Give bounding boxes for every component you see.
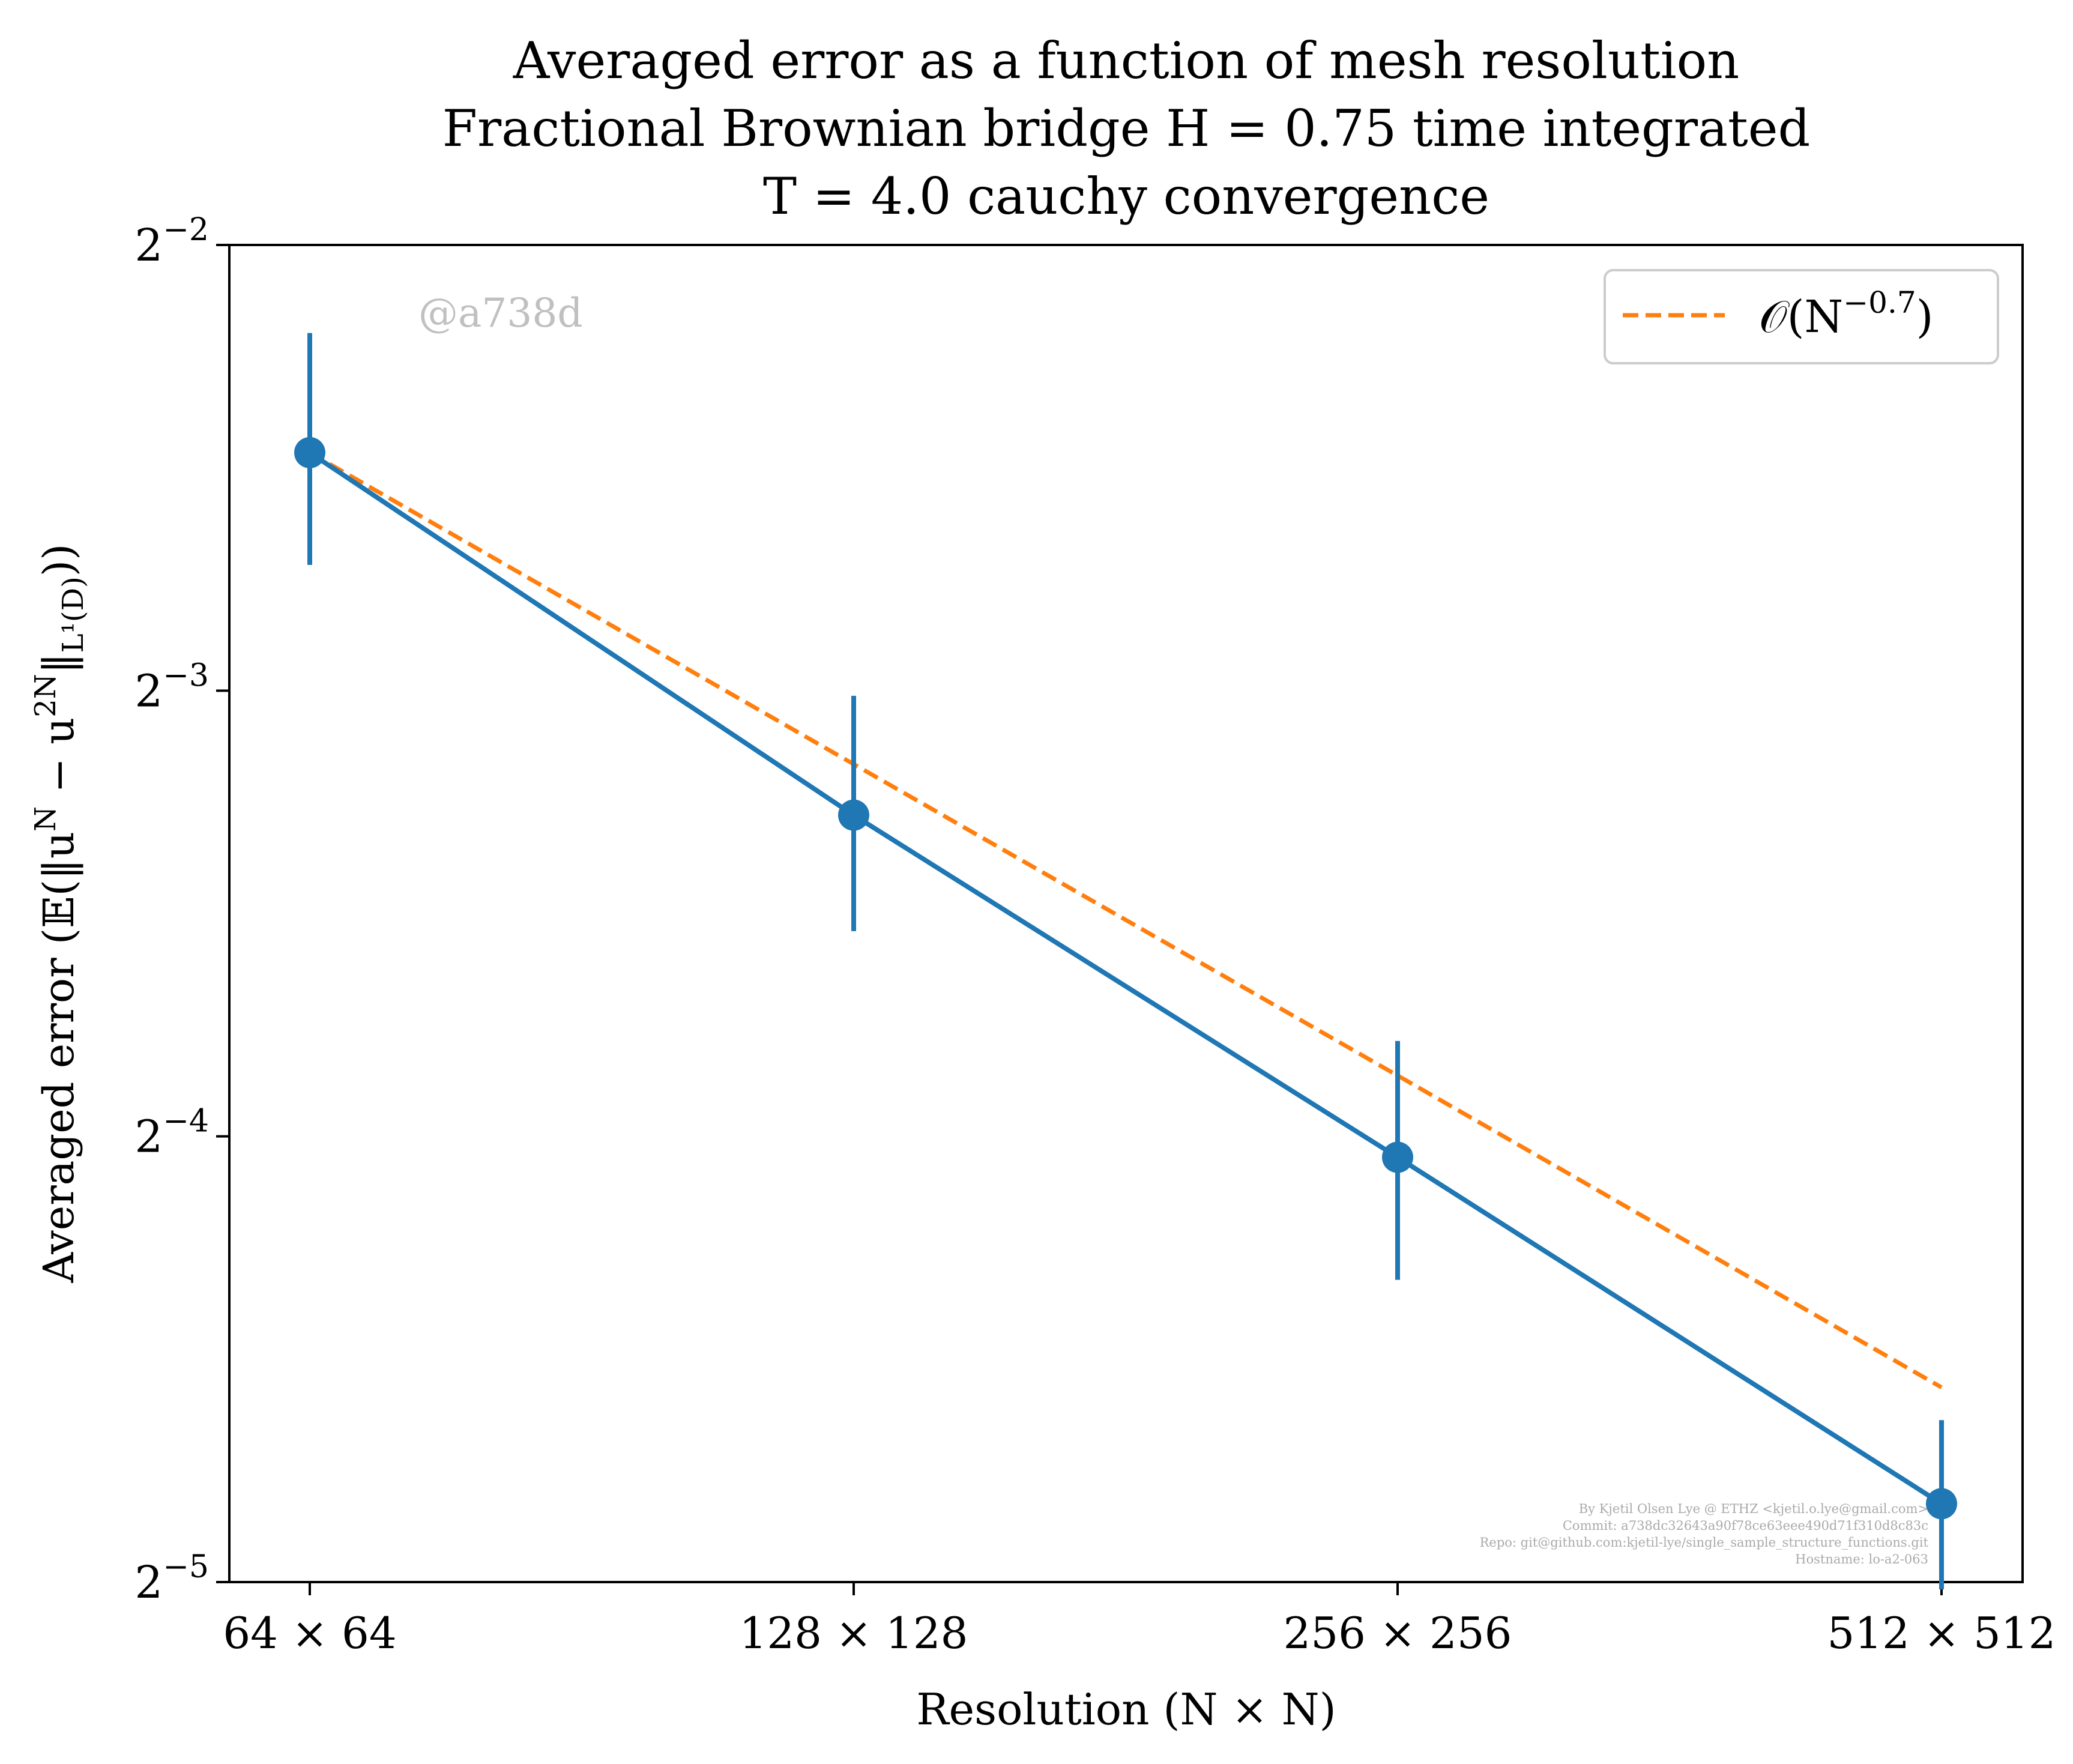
y-axis-label-norm: ‖ xyxy=(34,653,83,674)
x-tick-label-0: 64 × 64 xyxy=(223,1608,396,1658)
y-axis: 2−22−32−42−5 xyxy=(134,212,229,1608)
credit-line-3: Repo: git@github.com:kjetil-lye/single_s… xyxy=(1480,1535,1929,1550)
y-tick-base-2: 2 xyxy=(134,1111,163,1163)
y-axis-label-mid: − u xyxy=(34,717,83,806)
plot-area xyxy=(228,244,2024,1583)
y-tick-label-3: 2−5 xyxy=(134,1549,209,1608)
title-line-1: Averaged error as a function of mesh res… xyxy=(513,31,1740,90)
y-tick-exp-2: −4 xyxy=(163,1104,209,1140)
fit-line xyxy=(309,450,1943,1389)
x-axis: 64 × 64 128 × 128 256 × 256 512 × 512 xyxy=(223,1582,2056,1658)
series-layer xyxy=(294,333,1957,1590)
watermark: @a738d xyxy=(418,290,583,336)
data-line xyxy=(308,450,1943,1506)
legend-box xyxy=(1604,269,1999,364)
y-axis-label-sup-n: N xyxy=(29,806,62,832)
y-tick-exp-3: −5 xyxy=(163,1549,209,1585)
legend-label-fit: 𝒪(N−0.7) xyxy=(1759,285,1934,343)
credits: By Kjetil Olsen Lye @ ETHZ <kjetil.o.lye… xyxy=(1480,1502,1929,1566)
data-point-1 xyxy=(838,799,869,831)
chart-title: Averaged error as a function of mesh res… xyxy=(442,31,1811,226)
y-tick-label-2: 2−4 xyxy=(134,1104,209,1163)
x-tick-label-3: 512 × 512 xyxy=(1827,1608,2056,1658)
x-tick-label-1: 128 × 128 xyxy=(740,1608,968,1658)
y-tick-exp-1: −3 xyxy=(163,657,209,693)
y-axis-label: Averaged error (𝔼(‖uN − u2N‖L¹(D))) xyxy=(29,544,90,1284)
legend: 𝒪(N−0.7) xyxy=(1604,269,1999,364)
y-tick-exp-0: −2 xyxy=(163,212,209,248)
y-tick-base-0: 2 xyxy=(134,220,163,271)
credit-line-1: By Kjetil Olsen Lye @ ETHZ <kjetil.o.lye… xyxy=(1579,1502,1928,1516)
title-line-3: T = 4.0 cauchy convergence xyxy=(763,167,1489,226)
y-tick-base-1: 2 xyxy=(134,665,163,717)
y-axis-label-end: )) xyxy=(34,544,83,577)
title-line-2: Fractional Brownian bridge H = 0.75 time… xyxy=(442,99,1811,158)
legend-label-main: 𝒪(N xyxy=(1759,291,1843,343)
data-point-3 xyxy=(1926,1488,1957,1520)
x-axis-label: Resolution (N × N) xyxy=(916,1684,1336,1735)
y-tick-base-3: 2 xyxy=(134,1557,163,1608)
data-point-0 xyxy=(294,436,325,468)
data-point-2 xyxy=(1382,1141,1413,1173)
legend-label-end: ) xyxy=(1916,291,1934,343)
credit-line-2: Commit: a738dc32643a90f78ce63eee490d71f3… xyxy=(1563,1518,1928,1533)
legend-label-sup: −0.7 xyxy=(1843,285,1916,320)
y-tick-label-0: 2−2 xyxy=(134,212,209,271)
y-axis-label-main: Averaged error (𝔼(‖u xyxy=(34,832,83,1283)
y-axis-label-sub: L¹(D) xyxy=(56,576,90,653)
credit-line-4: Hostname: lo-a2-063 xyxy=(1795,1552,1928,1566)
x-tick-label-2: 256 × 256 xyxy=(1284,1608,1512,1658)
y-tick-label-1: 2−3 xyxy=(134,657,209,717)
y-axis-label-sup-2n: 2N xyxy=(29,674,62,717)
